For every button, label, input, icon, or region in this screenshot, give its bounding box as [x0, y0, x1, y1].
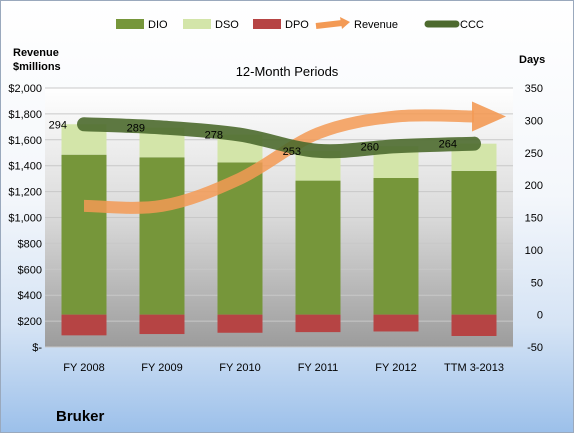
bar-dio	[451, 170, 497, 315]
revenue-series	[83, 101, 506, 214]
right-tick-label: 350	[525, 83, 543, 95]
category-label: FY 2011	[298, 362, 339, 374]
right-tick-label: 0	[537, 310, 543, 322]
ccc-line	[77, 117, 481, 159]
legend-revenue-swatch	[315, 20, 343, 29]
category-label: FY 2012	[375, 362, 416, 374]
left-axis-label-line2: $millions	[13, 61, 61, 73]
left-axis-ticks: $- $200 $400 $600 $800 $1,000 $1,200 $1,400 $1,6…	[8, 83, 42, 354]
legend-label: DPO	[285, 19, 309, 31]
bar-dio	[295, 180, 341, 315]
left-tick-label: $1,200	[8, 187, 42, 199]
left-tick-label: $-	[32, 342, 42, 354]
bar-dpo	[451, 314, 497, 336]
ccc-data-label: 289	[127, 122, 145, 134]
right-axis-label: Days	[519, 54, 545, 66]
left-tick-label: $2,000	[8, 83, 42, 95]
bar-dpo	[217, 314, 263, 333]
category-label: FY 2009	[141, 362, 182, 374]
legend-dpo-swatch	[253, 19, 281, 29]
left-tick-label: $600	[18, 264, 42, 276]
bar-dio	[61, 154, 107, 315]
legend-label: Revenue	[354, 19, 398, 31]
left-tick-label: $200	[18, 316, 42, 328]
left-tick-label: $1,400	[8, 161, 42, 173]
legend-revenue-arrowhead	[340, 17, 350, 29]
right-tick-label: 250	[525, 148, 543, 160]
ccc-data-label: 260	[361, 141, 379, 153]
revenue-line	[83, 109, 475, 214]
ccc-data-label: 294	[49, 119, 67, 131]
left-tick-label: $400	[18, 290, 42, 302]
left-tick-label: $800	[18, 238, 42, 250]
ccc-data-label: 253	[283, 146, 301, 158]
left-tick-label: $1,800	[8, 109, 42, 121]
category-label: FY 2008	[63, 362, 104, 374]
bar-dio	[139, 157, 185, 315]
ccc-data-label: 264	[439, 139, 457, 151]
left-tick-label: $1,600	[8, 135, 42, 147]
bar-dpo	[139, 314, 185, 335]
revenue-arrowhead	[472, 101, 506, 132]
right-tick-label: 150	[525, 213, 543, 225]
legend-dio-swatch	[116, 19, 144, 29]
right-tick-label: -50	[527, 342, 543, 354]
company-name: Bruker	[56, 408, 105, 425]
bar-dpo	[61, 314, 107, 336]
right-axis-ticks: -50 0 50 100 150 200 250 300 350	[525, 83, 543, 354]
left-tick-label: $1,000	[8, 213, 42, 225]
right-tick-label: 300	[525, 115, 543, 127]
ccc-series: 294 289 278 253 260 264	[49, 117, 481, 159]
bar-dpo	[295, 314, 341, 333]
right-tick-label: 100	[525, 245, 543, 257]
ccc-data-label: 278	[205, 130, 223, 142]
right-tick-label: 200	[525, 180, 543, 192]
right-tick-label: 50	[531, 277, 543, 289]
category-axis: FY 2008 FY 2009 FY 2010 FY 2011 FY 2012 TTM 3…	[63, 362, 504, 374]
legend-label: DIO	[148, 19, 168, 31]
chart-title: 12-Month Periods	[236, 64, 339, 79]
left-axis-label-line1: Revenue	[13, 47, 59, 59]
legend-label: CCC	[460, 19, 484, 31]
legend-dso-swatch	[183, 19, 211, 29]
category-label: TTM 3-2013	[444, 362, 504, 374]
bar-dio	[373, 178, 419, 315]
legend-label: DSO	[215, 19, 239, 31]
category-label: FY 2010	[219, 362, 260, 374]
bar-dpo	[373, 314, 419, 332]
legend: DIO DSO DPO Revenue CCC	[116, 17, 484, 31]
